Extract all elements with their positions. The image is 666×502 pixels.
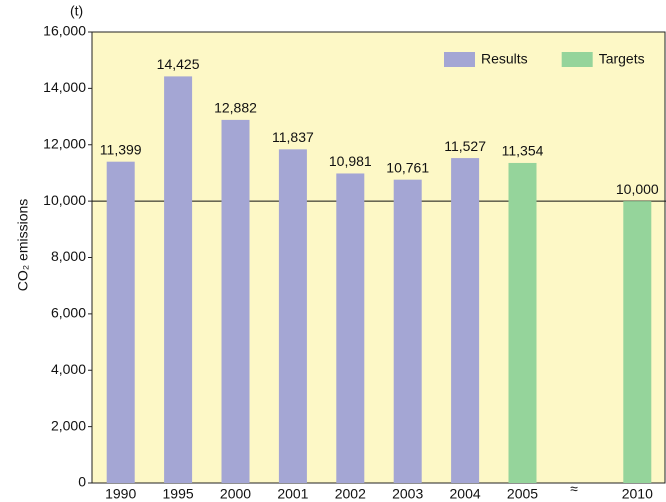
axis-break: ≈	[570, 481, 578, 497]
x-tick-label: 1995	[163, 486, 194, 502]
y-tick-label: 12,000	[43, 135, 86, 151]
y-tick-label: 2,000	[51, 417, 86, 433]
bar	[336, 173, 365, 483]
value-label: 12,882	[214, 100, 257, 116]
x-tick-label: 2010	[622, 486, 653, 502]
unit-label: (t)	[70, 3, 83, 19]
legend-swatch	[561, 52, 593, 67]
bar	[451, 158, 480, 483]
y-tick-label: 4,000	[51, 361, 86, 377]
x-tick-label: 2002	[335, 486, 366, 502]
legend-label: Targets	[599, 51, 645, 67]
y-tick-label: 0	[78, 474, 86, 490]
x-tick-label: 2005	[507, 486, 538, 502]
value-label: 11,837	[272, 129, 314, 145]
legend-label: Results	[481, 51, 528, 67]
y-axis-label: CO₂ emissions	[15, 199, 31, 292]
value-label: 10,761	[386, 159, 429, 175]
value-label: 10,981	[329, 153, 372, 169]
bar	[106, 161, 135, 484]
bar	[221, 119, 250, 484]
value-label: 11,354	[502, 143, 544, 159]
x-tick-label: 2000	[220, 486, 251, 502]
legend-swatch	[444, 52, 475, 67]
x-tick-label: 2004	[450, 486, 481, 502]
x-tick-label: 2001	[277, 486, 308, 502]
y-tick-label: 16,000	[43, 23, 86, 39]
x-tick-label: 1990	[105, 486, 136, 502]
bar	[164, 76, 193, 483]
bar	[278, 149, 307, 484]
value-label: 11,527	[444, 138, 486, 154]
value-label: 11,399	[100, 141, 142, 157]
y-tick-label: 10,000	[43, 192, 86, 208]
y-tick-label: 8,000	[51, 248, 86, 264]
bar	[393, 179, 422, 483]
x-tick-label: 2003	[392, 486, 423, 502]
y-tick-label: 6,000	[51, 305, 86, 321]
value-label: 10,000	[616, 181, 659, 197]
value-label: 14,425	[157, 56, 200, 72]
bar	[508, 162, 537, 484]
y-tick-label: 14,000	[43, 79, 86, 95]
bar	[623, 201, 652, 483]
